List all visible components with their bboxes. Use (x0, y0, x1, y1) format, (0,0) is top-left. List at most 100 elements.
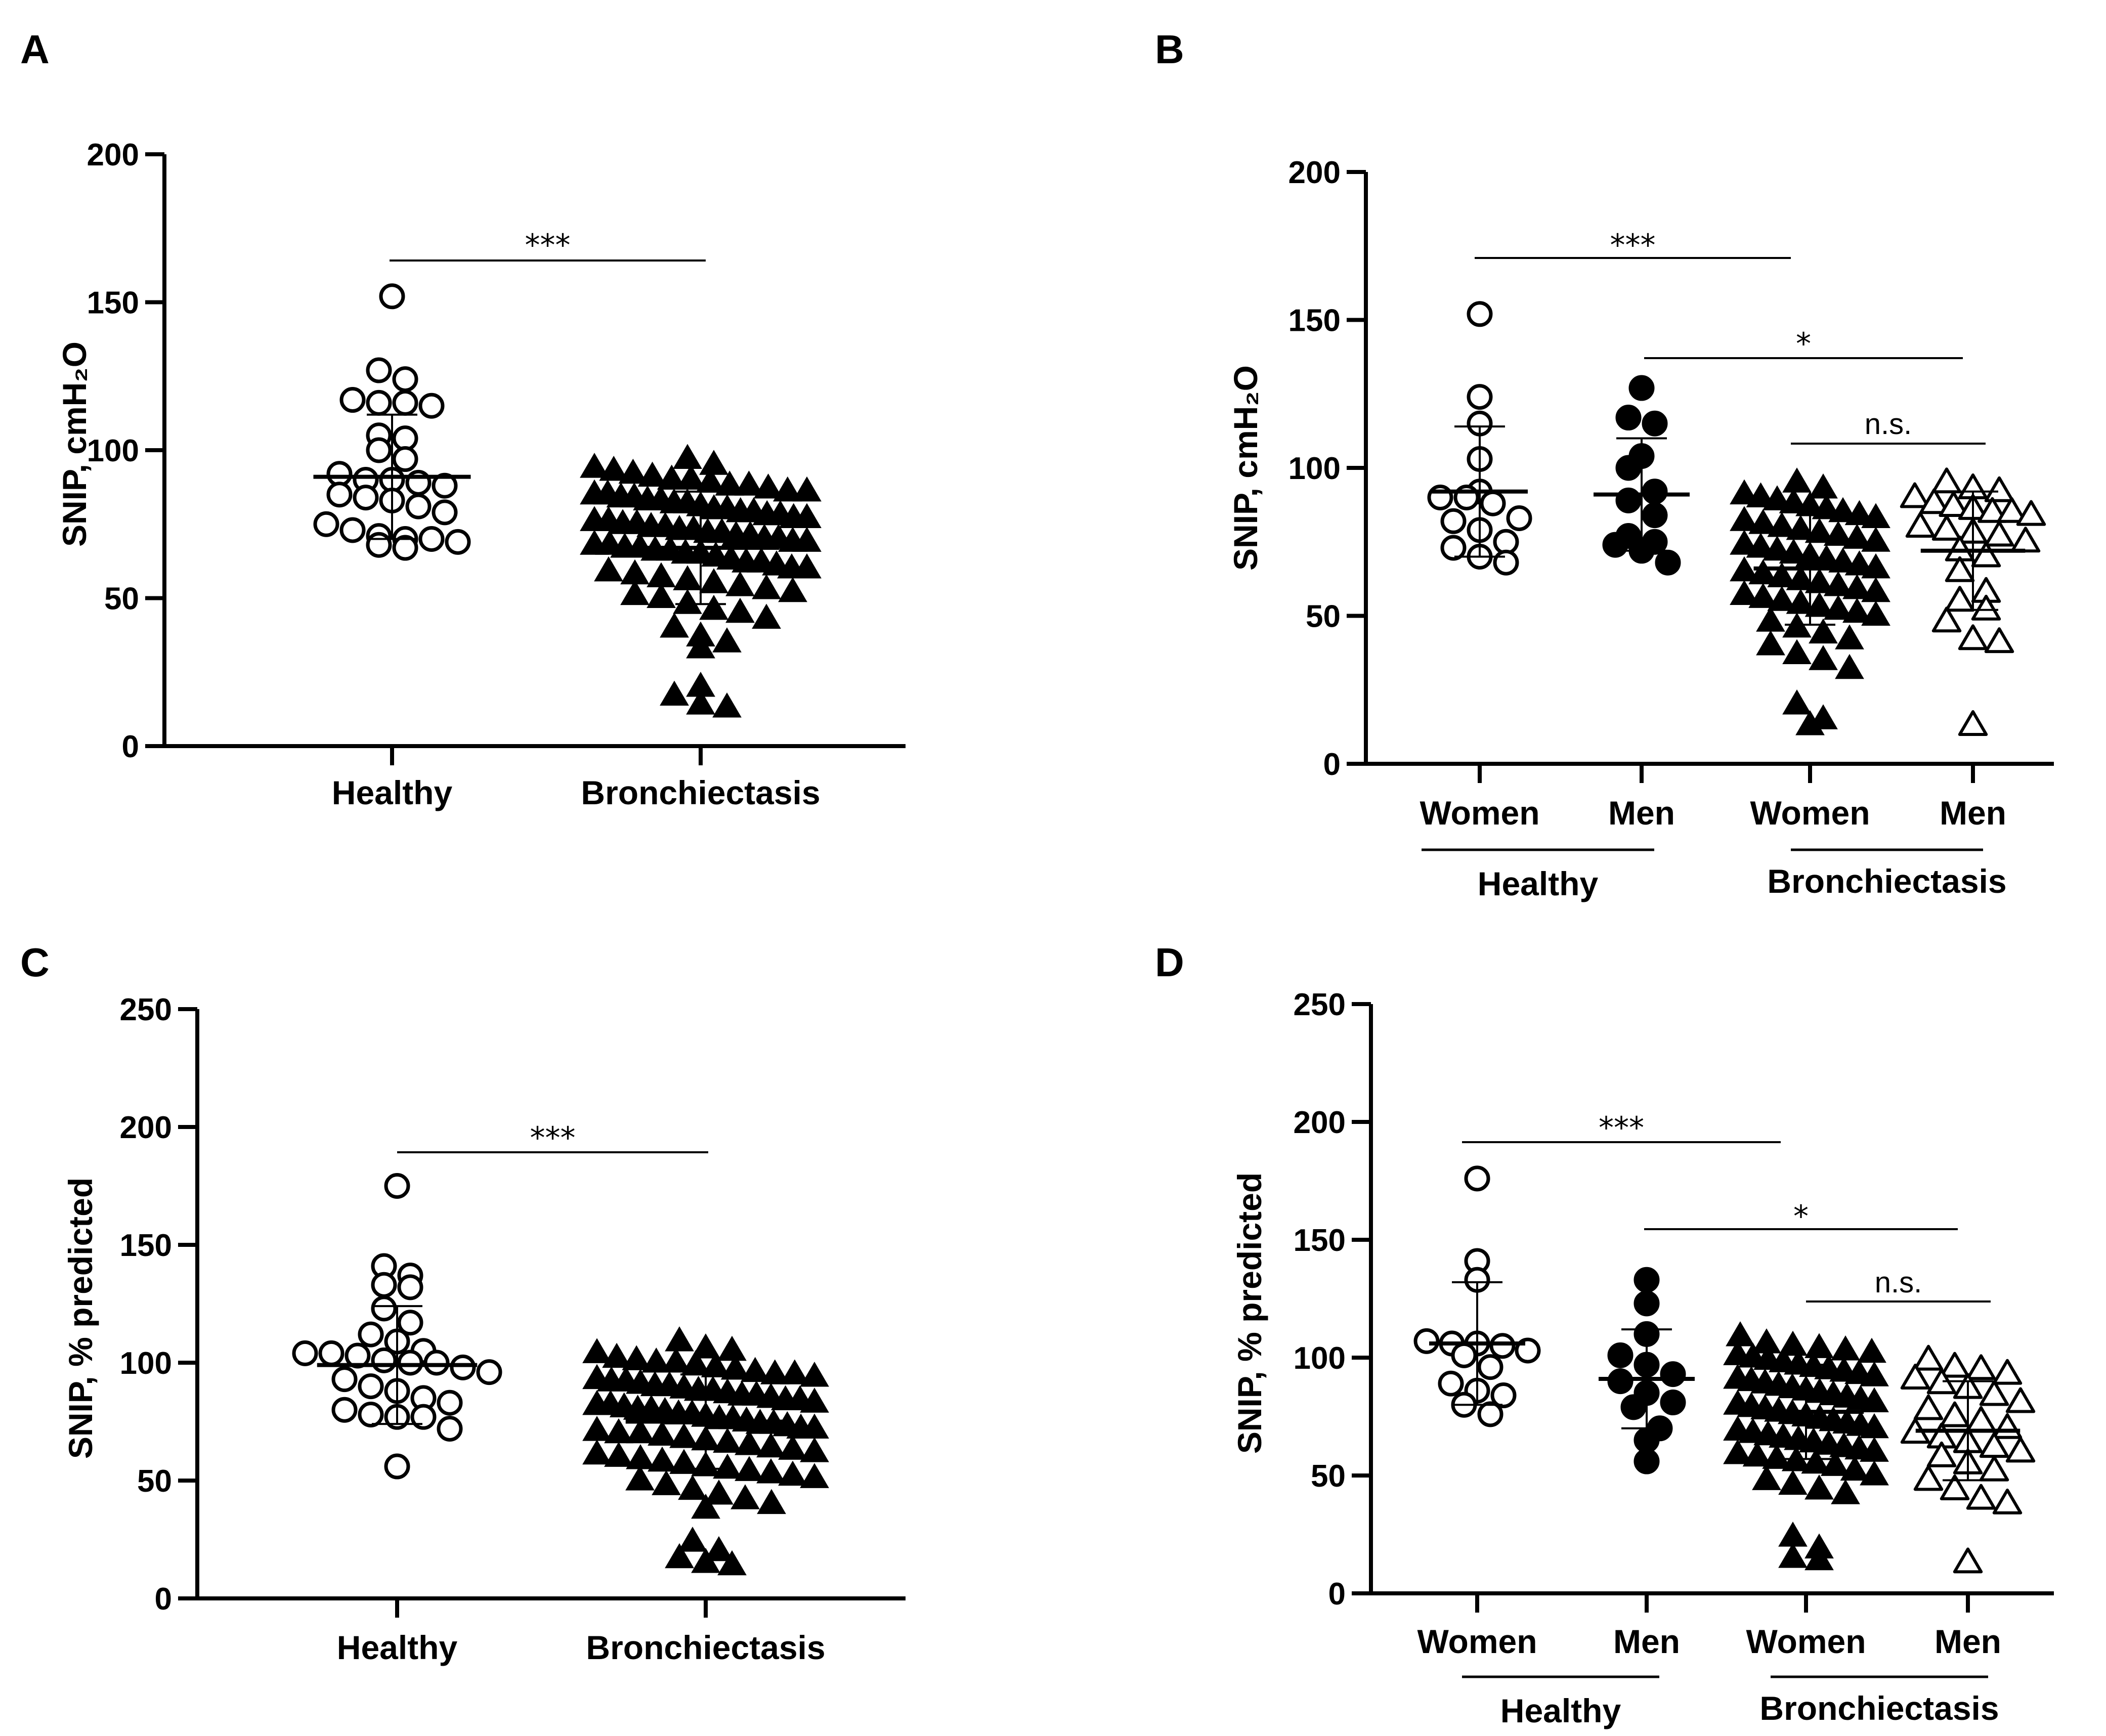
data-point (1464, 1165, 1490, 1192)
data-point (1767, 586, 1797, 611)
data-point (1835, 654, 1864, 679)
data-point (358, 1373, 384, 1400)
data-point (418, 526, 445, 552)
panel-b-label: B (1155, 27, 1184, 72)
data-point (1860, 1460, 1889, 1486)
y-tick-label: 0 (1328, 1577, 1346, 1612)
data-point (1786, 514, 1816, 540)
data-point (1945, 586, 1975, 612)
data-point (717, 1335, 747, 1361)
y-tick-label: 200 (1294, 1105, 1346, 1140)
data-point (720, 1355, 750, 1380)
data-point (676, 464, 706, 490)
y-tick-label: 200 (1288, 155, 1341, 190)
data-point (1831, 1335, 1860, 1361)
significance-label: n.s. (1875, 1266, 1922, 1299)
significance-label: * (1793, 1199, 1809, 1234)
y-tick-label: 100 (1294, 1341, 1346, 1376)
data-point (752, 603, 781, 629)
data-point (582, 1338, 612, 1363)
data-point (358, 1321, 384, 1348)
data-point (1620, 1394, 1647, 1420)
data-point (1861, 600, 1890, 626)
data-point (331, 1397, 358, 1423)
data-point (599, 455, 629, 481)
data-point (1615, 487, 1642, 513)
data-point (1779, 538, 1809, 564)
data-point (757, 1489, 786, 1514)
data-point (1778, 1522, 1808, 1547)
x-category-label: Women (1420, 794, 1539, 832)
data-point (1413, 1328, 1440, 1354)
y-tick-label: 200 (87, 138, 139, 172)
data-point (437, 1415, 463, 1442)
data-point (800, 1463, 829, 1488)
data-point (1642, 502, 1668, 529)
data-point (318, 1340, 345, 1366)
data-point (1931, 467, 1962, 494)
data-point (326, 482, 353, 508)
data-point (669, 1423, 699, 1448)
panel-d: D SNIP, % predicted 0 50 100 150 200 250 Women… (1155, 940, 2054, 1729)
y-tick-label: 50 (137, 1464, 172, 1499)
data-point (1489, 1333, 1516, 1359)
group-label: Bronchiectasis (1767, 862, 2006, 900)
data-point (2016, 500, 2046, 526)
data-point (418, 393, 445, 419)
data-point (371, 1295, 397, 1322)
data-point (618, 458, 648, 484)
x-category-label: Healthy (332, 774, 453, 811)
data-point (1752, 1465, 1781, 1490)
y-tick-label: 50 (104, 582, 139, 617)
data-point (432, 499, 458, 526)
data-point (778, 577, 807, 602)
data-point (1992, 1359, 2023, 1385)
data-point (445, 529, 471, 555)
data-point (725, 597, 755, 623)
data-point (1748, 509, 1778, 534)
significance-label: *** (1610, 228, 1656, 263)
y-tick-label: 50 (1311, 1459, 1346, 1494)
data-point (734, 470, 764, 496)
data-point (740, 1357, 770, 1382)
significance-label: *** (530, 1120, 576, 1156)
data-point (1642, 479, 1668, 505)
data-point (669, 1449, 699, 1474)
data-point (1804, 517, 1834, 543)
data-point (1966, 1406, 1996, 1432)
data-point (735, 1430, 764, 1455)
data-point (397, 1310, 423, 1336)
data-point (1984, 476, 2014, 502)
data-point (730, 1484, 760, 1509)
data-point (1971, 594, 2001, 621)
data-point (1939, 491, 1968, 517)
data-point (1660, 1390, 1686, 1416)
data-point (1493, 549, 1519, 576)
data-point (432, 472, 458, 499)
data-point (1861, 527, 1890, 552)
data-point (1913, 1344, 1944, 1371)
data-point (1782, 689, 1812, 715)
data-point (1828, 497, 1858, 523)
data-point (1628, 375, 1655, 401)
data-point (1477, 1354, 1503, 1380)
data-point (476, 1359, 502, 1385)
panel-b-y-axis-label: SNIP, cmH₂O (1227, 365, 1264, 571)
data-point (1953, 1547, 1983, 1574)
data-point (392, 425, 418, 452)
data-point (701, 1352, 730, 1377)
data-point (1607, 1342, 1634, 1368)
panel-c-label: C (20, 940, 50, 985)
data-point (715, 470, 745, 496)
data-point (1634, 1448, 1660, 1474)
data-point (772, 476, 802, 502)
data-point (760, 1359, 790, 1384)
data-point (1926, 1441, 1957, 1467)
data-point (1763, 485, 1792, 510)
data-point (1786, 589, 1816, 614)
data-point (1900, 1363, 1930, 1390)
y-tick-label: 150 (120, 1228, 172, 1263)
data-point (1823, 520, 1853, 546)
panel-c-y-axis-label: SNIP, % predicted (62, 1178, 99, 1459)
data-point (699, 450, 728, 475)
